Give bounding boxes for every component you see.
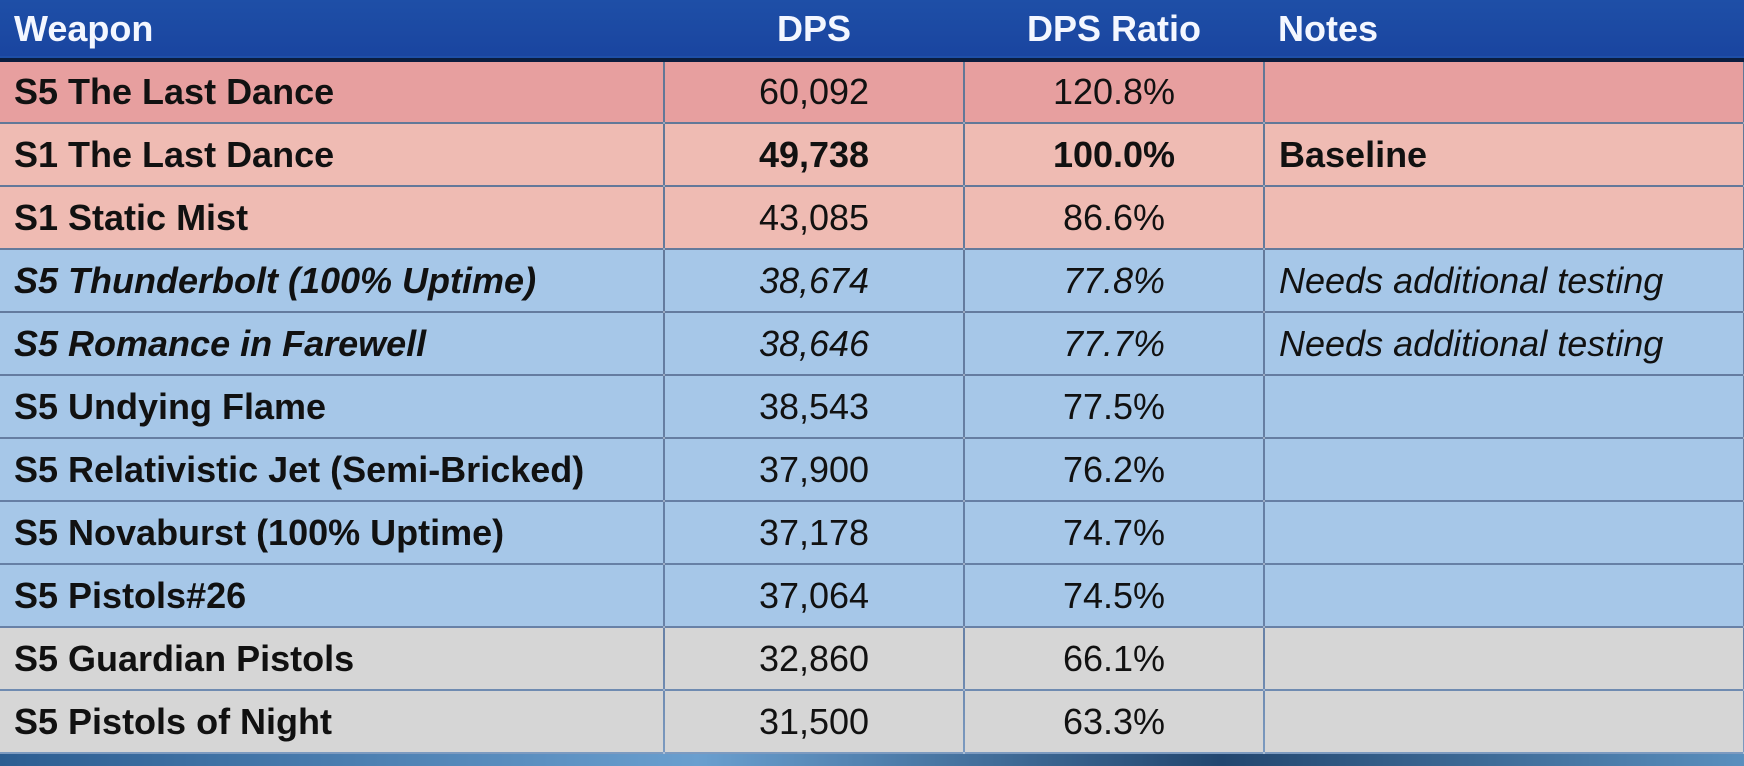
header-notes: Notes [1278,8,1379,49]
weapon-cell: S5 Pistols#26 [0,564,665,628]
dps-cell: 32,860 [664,627,965,691]
weapon-cell: S5 Pistols of Night [0,690,665,754]
notes-cell [1264,627,1744,691]
ratio-cell: 74.7% [964,501,1265,565]
ratio-cell: 63.3% [964,690,1265,754]
table-row: S5 Thunderbolt (100% Uptime) 38,674 77.8… [0,249,1744,313]
ratio-cell: 86.6% [964,186,1265,250]
table-row: S5 The Last Dance 60,092 120.8% [0,60,1744,124]
weapon-cell: S5 Thunderbolt (100% Uptime) [0,249,665,313]
ratio-cell: 74.5% [964,564,1265,628]
table-row: S5 Novaburst (100% Uptime) 37,178 74.7% [0,501,1744,565]
weapon-cell: S5 Relativistic Jet (Semi-Bricked) [0,438,665,502]
notes-cell: Needs additional testing [1264,312,1744,376]
weapon-cell: S5 Guardian Pistols [0,627,665,691]
dps-cell: 37,064 [664,564,965,628]
table-row: S5 Pistols#26 37,064 74.5% [0,564,1744,628]
notes-cell [1264,564,1744,628]
table-row: S5 Guardian Pistols 32,860 66.1% [0,627,1744,691]
weapon-cell: S1 Static Mist [0,186,665,250]
notes-cell [1264,375,1744,439]
notes-cell: Baseline [1264,123,1744,187]
table-row: S5 Romance in Farewell 38,646 77.7% Need… [0,312,1744,376]
table-row: S1 Static Mist 43,085 86.6% [0,186,1744,250]
header-weapon: Weapon [14,8,154,49]
dps-cell: 31,500 [664,690,965,754]
dps-cell: 37,900 [664,438,965,502]
ratio-cell: 76.2% [964,438,1265,502]
weapon-cell: S5 Romance in Farewell [0,312,665,376]
dps-cell: 60,092 [664,60,965,124]
weapon-cell: S1 The Last Dance [0,123,665,187]
header-dps: DPS [776,8,852,49]
dps-cell: 38,543 [664,375,965,439]
ratio-cell: 120.8% [964,60,1265,124]
table-row: S5 Relativistic Jet (Semi-Bricked) 37,90… [0,438,1744,502]
dps-cell: 49,738 [664,123,965,187]
notes-cell [1264,690,1744,754]
table-row: S5 Undying Flame 38,543 77.5% [0,375,1744,439]
dps-cell: 43,085 [664,186,965,250]
notes-cell [1264,501,1744,565]
ratio-cell: 77.7% [964,312,1265,376]
weapon-cell: S5 Novaburst (100% Uptime) [0,501,665,565]
dps-cell: 37,178 [664,501,965,565]
ratio-cell: 77.8% [964,249,1265,313]
ratio-cell: 77.5% [964,375,1265,439]
notes-cell [1264,186,1744,250]
ratio-cell: 66.1% [964,627,1265,691]
weapon-cell: S5 The Last Dance [0,60,665,124]
dps-cell: 38,674 [664,249,965,313]
dps-cell: 38,646 [664,312,965,376]
table-header-row: Weapon DPS DPS Ratio Notes [0,0,1744,60]
table-row: S5 Pistols of Night 31,500 63.3% [0,690,1744,754]
header-dps-ratio: DPS Ratio [1026,8,1202,49]
notes-cell [1264,60,1744,124]
notes-cell [1264,438,1744,502]
notes-cell: Needs additional testing [1264,249,1744,313]
background-strip [0,754,1744,766]
weapon-cell: S5 Undying Flame [0,375,665,439]
ratio-cell: 100.0% [964,123,1265,187]
table-row: S1 The Last Dance 49,738 100.0% Baseline [0,123,1744,187]
